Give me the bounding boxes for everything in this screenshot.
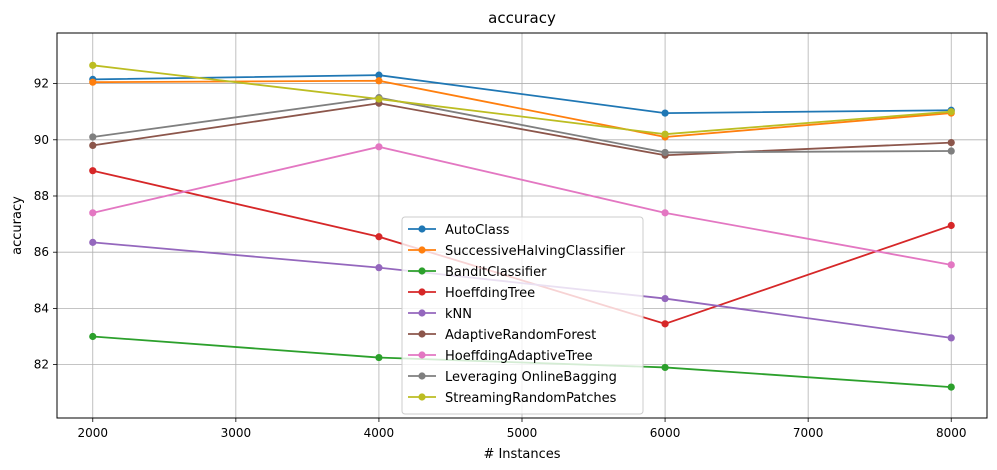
legend-label: SuccessiveHalvingClassifier (445, 244, 626, 259)
data-point (375, 264, 383, 272)
legend-marker (418, 267, 426, 275)
data-point (661, 148, 669, 157)
data-point (375, 233, 383, 241)
data-point (661, 130, 669, 138)
series (89, 143, 955, 269)
data-point (947, 108, 955, 116)
data-point (89, 209, 97, 217)
x-axis-label: # Instances (483, 447, 560, 462)
data-point (947, 334, 955, 342)
legend-box (401, 216, 644, 415)
data-point (375, 353, 383, 362)
data-point (375, 71, 383, 79)
legend-marker (418, 225, 426, 233)
x-tick-label: 7000 (793, 426, 824, 440)
series-line (92, 64, 952, 136)
data-point (661, 363, 669, 372)
series-line (92, 102, 952, 157)
legend-label: AutoClass (445, 223, 510, 238)
x-tick-label: 3000 (221, 426, 252, 440)
legend-marker (418, 309, 426, 317)
y-tick-label: 84 (34, 301, 49, 315)
data-point (947, 261, 955, 269)
legend-label: BanditClassifier (445, 265, 547, 280)
x-tick-label: 4000 (364, 426, 395, 440)
data-point (89, 332, 97, 341)
data-point (947, 221, 955, 230)
legend-marker (418, 246, 426, 254)
y-tick-label: 82 (34, 358, 49, 372)
data-point (947, 138, 955, 147)
legend-label: HoeffdingAdaptiveTree (445, 349, 593, 364)
series-line (92, 145, 952, 266)
legend-marker (418, 288, 426, 296)
legend-marker (418, 372, 426, 380)
x-tick-label: 2000 (77, 426, 108, 440)
data-point (89, 141, 97, 150)
data-point (89, 167, 97, 175)
y-axis-ticks: 82 84 86 88 90 92 (34, 77, 57, 372)
series-line (92, 96, 952, 154)
x-axis-ticks: 2000 3000 4000 5000 6000 7000 8000 (77, 418, 967, 440)
data-point (661, 209, 669, 217)
legend-label: HoeffdingTree (445, 286, 535, 301)
legend-marker (418, 351, 426, 359)
x-tick-label: 5000 (507, 426, 538, 440)
legend-label: AdaptiveRandomForest (445, 328, 596, 343)
data-point (947, 383, 955, 391)
legend-label: StreamingRandomPatches (445, 391, 617, 406)
legend-label: Leveraging OnlineBagging (445, 370, 617, 385)
data-point (375, 95, 383, 103)
x-tick-label: 8000 (936, 426, 967, 440)
y-axis-label: accuracy (10, 196, 25, 255)
y-tick-label: 92 (34, 77, 49, 91)
data-point (89, 133, 97, 141)
series-line (92, 74, 952, 114)
data-point (89, 61, 97, 69)
data-point (375, 77, 383, 85)
y-tick-label: 90 (34, 133, 49, 147)
series (89, 61, 955, 138)
x-tick-label: 6000 (650, 426, 681, 440)
data-point (661, 320, 669, 328)
legend-marker (418, 330, 426, 338)
y-tick-label: 86 (34, 245, 49, 259)
data-point (375, 143, 383, 151)
y-tick-label: 88 (34, 189, 49, 203)
data-point (89, 78, 97, 86)
legend: AutoClass SuccessiveHalvingClassifier Band… (401, 216, 644, 415)
series (89, 94, 955, 157)
legend-label: kNN (445, 307, 472, 322)
legend-marker (418, 393, 426, 401)
data-point (89, 238, 97, 246)
chart-title: accuracy (488, 9, 556, 27)
data-point (661, 294, 669, 303)
data-point (661, 109, 669, 117)
data-point (947, 147, 955, 155)
